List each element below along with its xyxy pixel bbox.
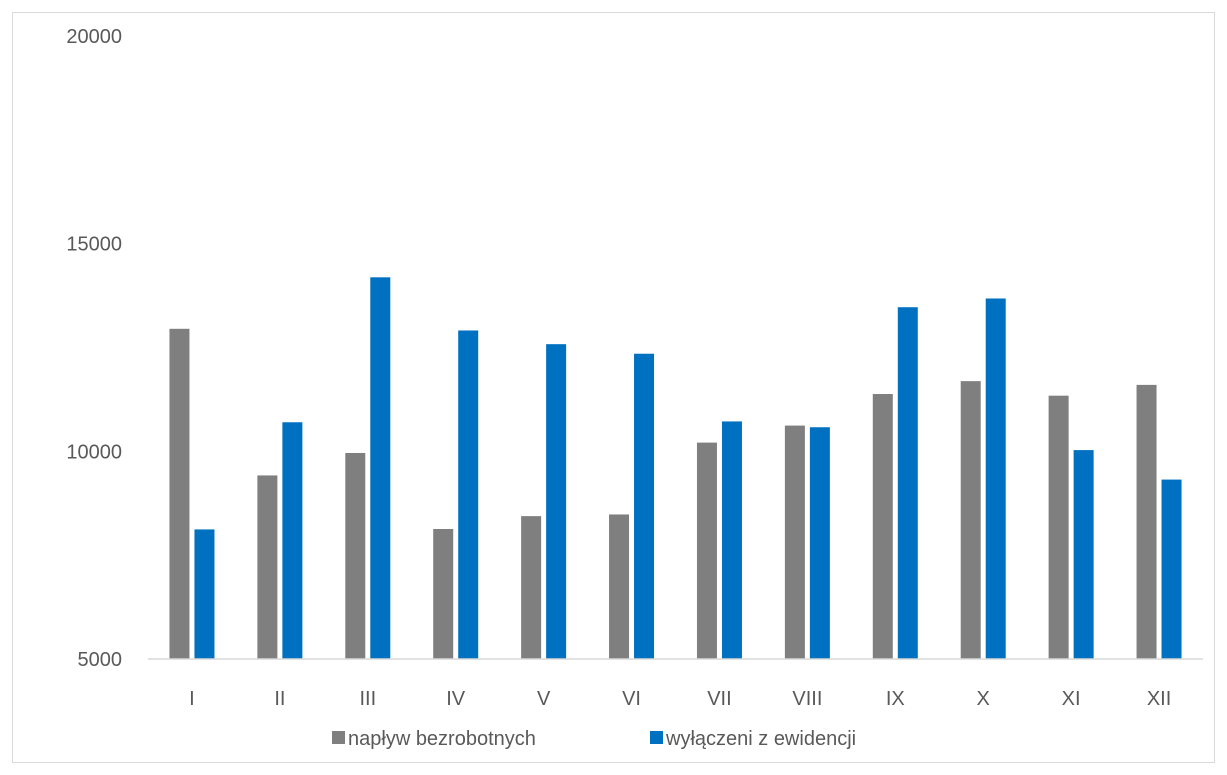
y-tick-label: 20000 [66,26,122,48]
bar-wylaczeni-II [282,422,303,659]
bar-naplyw-IX [872,394,893,659]
bar-wylaczeni-IX [897,307,918,659]
legend: napływ bezrobotnych wyłączeni z ewidencji [332,728,856,750]
x-tick-label: VI [622,688,641,710]
bars [169,277,1182,659]
x-tick-label: IV [446,688,466,710]
bar-wylaczeni-V [546,344,567,659]
bar-wylaczeni-XI [1073,450,1094,659]
bar-wylaczeni-VII [721,421,742,659]
bar-wylaczeni-X [985,298,1006,659]
x-tick-label: V [537,688,551,710]
y-axis-tick-labels: 5000 10000 15000 20000 [66,26,122,671]
x-tick-label: X [977,688,990,710]
y-tick-label: 5000 [78,649,123,671]
bar-naplyw-II [257,475,278,659]
bar-naplyw-V [521,516,542,659]
bar-naplyw-IV [433,529,454,659]
x-tick-label: IX [886,688,905,710]
legend-label-naplyw: napływ bezrobotnych [348,728,536,750]
x-tick-label: III [359,688,376,710]
bar-naplyw-XII [1136,384,1157,659]
legend-swatch-wylaczeni [650,731,663,744]
y-tick-label: 10000 [66,441,122,463]
bar-wylaczeni-IV [458,330,479,659]
bar-naplyw-VI [609,514,630,659]
x-tick-label: XII [1147,688,1171,710]
bar-naplyw-VII [696,442,717,659]
bar-naplyw-I [169,328,190,659]
y-tick-label: 15000 [66,234,122,256]
bar-wylaczeni-XII [1161,479,1182,659]
bar-wylaczeni-III [370,277,391,659]
x-axis-category-labels: I II III IV V VI VII VIII IX X XI XII [189,688,1171,710]
x-tick-label: VIII [792,688,822,710]
x-tick-label: I [189,688,195,710]
bar-wylaczeni-VIII [809,427,830,659]
bar-wylaczeni-I [194,529,215,659]
bar-wylaczeni-VI [634,353,655,659]
x-tick-label: II [274,688,285,710]
legend-swatch-naplyw [332,731,345,744]
bar-naplyw-XI [1048,395,1069,659]
legend-label-wylaczeni: wyłączeni z ewidencji [665,728,856,750]
bar-naplyw-VIII [784,425,805,659]
x-tick-label: XI [1062,688,1081,710]
bar-naplyw-X [960,381,981,659]
bar-naplyw-III [345,452,366,659]
x-tick-label: VII [707,688,731,710]
